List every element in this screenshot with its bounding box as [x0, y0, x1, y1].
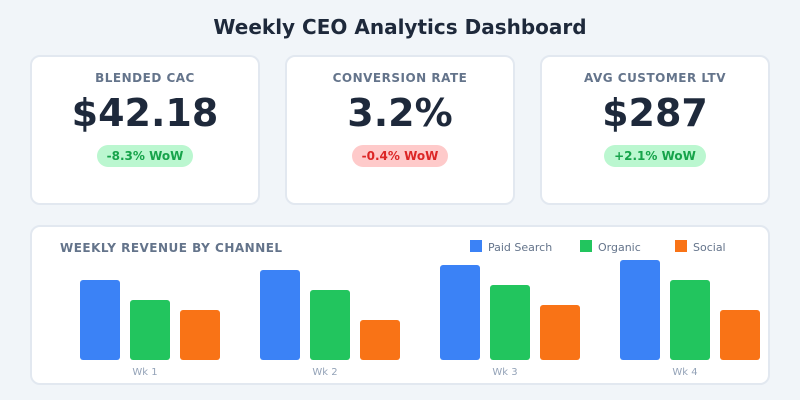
kpi-label: CONVERSION RATE	[332, 71, 468, 85]
kpi-card-conversion-rate: CONVERSION RATE 3.2% -0.4% WoW	[285, 55, 515, 205]
kpi-card-blended-cac: BLENDED CAC $42.18 -8.3% WoW	[30, 55, 260, 205]
kpi-change-badge: -0.4% WoW	[351, 145, 449, 167]
bar-paid-search-wk-3	[440, 265, 480, 360]
x-tick-label: Wk 1	[132, 367, 157, 378]
x-tick-label: Wk 3	[492, 367, 517, 378]
bar-social-wk-3	[540, 305, 580, 360]
legend-label: Organic	[598, 241, 641, 254]
bar-paid-search-wk-1	[80, 280, 120, 360]
x-tick-label: Wk 4	[672, 367, 697, 378]
bar-paid-search-wk-4	[620, 260, 660, 360]
kpi-change-badge: +2.1% WoW	[604, 145, 706, 167]
bar-organic-wk-1	[130, 300, 170, 360]
bar-organic-wk-4	[670, 280, 710, 360]
bar-social-wk-1	[180, 310, 220, 360]
bar-social-wk-2	[360, 320, 400, 360]
kpi-card-avg-customer-ltv: AVG CUSTOMER LTV $287 +2.1% WoW	[540, 55, 770, 205]
bar-organic-wk-3	[490, 285, 530, 360]
kpi-change-badge: -8.3% WoW	[96, 145, 194, 167]
dashboard-title: Weekly CEO Analytics Dashboard	[213, 15, 587, 39]
legend-label: Social	[693, 241, 726, 254]
kpi-value: 3.2%	[347, 91, 453, 135]
legend-swatch	[580, 240, 592, 252]
x-tick-label: Wk 2	[312, 367, 337, 378]
kpi-value: $287	[602, 91, 708, 135]
chart-title: WEEKLY REVENUE BY CHANNEL	[60, 241, 283, 255]
legend-swatch	[675, 240, 687, 252]
bar-social-wk-4	[720, 310, 760, 360]
legend-swatch	[470, 240, 482, 252]
bar-organic-wk-2	[310, 290, 350, 360]
legend-label: Paid Search	[488, 241, 552, 254]
kpi-value: $42.18	[71, 91, 219, 135]
kpi-label: BLENDED CAC	[95, 71, 195, 85]
kpi-label: AVG CUSTOMER LTV	[583, 71, 727, 85]
bar-paid-search-wk-2	[260, 270, 300, 360]
